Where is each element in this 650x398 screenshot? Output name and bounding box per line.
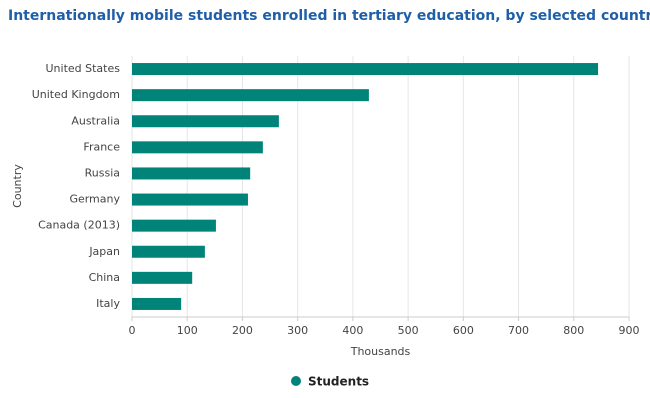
legend-marker[interactable] bbox=[291, 376, 301, 386]
y-tick-label: United States bbox=[46, 62, 121, 75]
x-tick-label: 500 bbox=[398, 324, 419, 337]
x-tick-label: 0 bbox=[129, 324, 136, 337]
legend-label[interactable]: Students bbox=[308, 375, 369, 389]
x-tick-label: 800 bbox=[563, 324, 584, 337]
y-tick-label: Canada (2013) bbox=[38, 219, 120, 232]
y-tick-label: China bbox=[89, 271, 120, 284]
bar bbox=[132, 271, 193, 284]
bar bbox=[132, 193, 248, 206]
x-axis-label: Thousands bbox=[350, 345, 411, 358]
y-tick-label: Italy bbox=[96, 297, 120, 310]
bar bbox=[132, 297, 182, 310]
bar bbox=[132, 115, 279, 128]
y-tick-label: Germany bbox=[69, 193, 120, 206]
x-tick-label: 100 bbox=[177, 324, 198, 337]
y-axis-label: Country bbox=[11, 164, 24, 208]
x-tick-label: 600 bbox=[453, 324, 474, 337]
chart-title: Internationally mobile students enrolled… bbox=[8, 8, 650, 24]
y-tick-label: Japan bbox=[88, 245, 120, 258]
y-tick-label: Australia bbox=[71, 114, 120, 127]
x-tick-label: 300 bbox=[287, 324, 308, 337]
y-tick-label: United Kingdom bbox=[32, 88, 120, 101]
bar bbox=[132, 63, 599, 76]
x-tick-label: 400 bbox=[342, 324, 363, 337]
y-tick-label: Russia bbox=[85, 166, 120, 179]
bar bbox=[132, 245, 205, 258]
x-tick-label: 900 bbox=[619, 324, 640, 337]
bar bbox=[132, 167, 251, 180]
bar bbox=[132, 141, 263, 154]
y-tick-label: France bbox=[83, 140, 120, 153]
bar bbox=[132, 219, 216, 232]
bar bbox=[132, 89, 369, 102]
x-tick-label: 200 bbox=[232, 324, 253, 337]
x-tick-label: 700 bbox=[508, 324, 529, 337]
